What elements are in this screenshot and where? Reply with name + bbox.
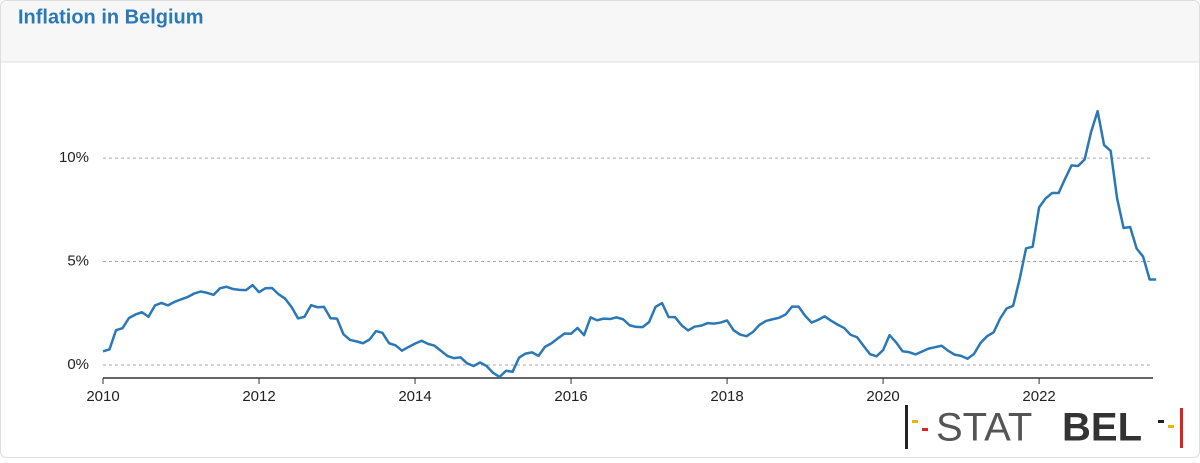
x-tick-label: 2020 — [866, 388, 899, 405]
logo-bar — [912, 420, 918, 423]
logo-text: STAT — [936, 406, 1032, 450]
logo: STAT BEL — [905, 405, 1183, 450]
x-tick-label: 2010 — [86, 388, 119, 405]
x-tick-label: 2014 — [398, 388, 431, 405]
x-tick-label: 2012 — [242, 388, 275, 405]
chart-title: Inflation in Belgium — [18, 6, 204, 28]
y-tick-label: 5% — [67, 252, 89, 269]
logo-bar — [1168, 425, 1174, 428]
logo-text: BEL — [1062, 406, 1142, 450]
logo-bar — [905, 405, 908, 449]
y-tick-label: 0% — [67, 356, 89, 373]
y-tick-label: 10% — [59, 149, 89, 166]
logo-bar — [1180, 408, 1183, 448]
logo-bar — [1158, 420, 1164, 423]
x-tick-label: 2022 — [1022, 388, 1055, 405]
card-header — [1, 1, 1199, 62]
x-tick-label: 2016 — [554, 388, 587, 405]
x-tick-label: 2018 — [710, 388, 743, 405]
line — [102, 109, 1157, 379]
logo-bar — [922, 428, 928, 431]
